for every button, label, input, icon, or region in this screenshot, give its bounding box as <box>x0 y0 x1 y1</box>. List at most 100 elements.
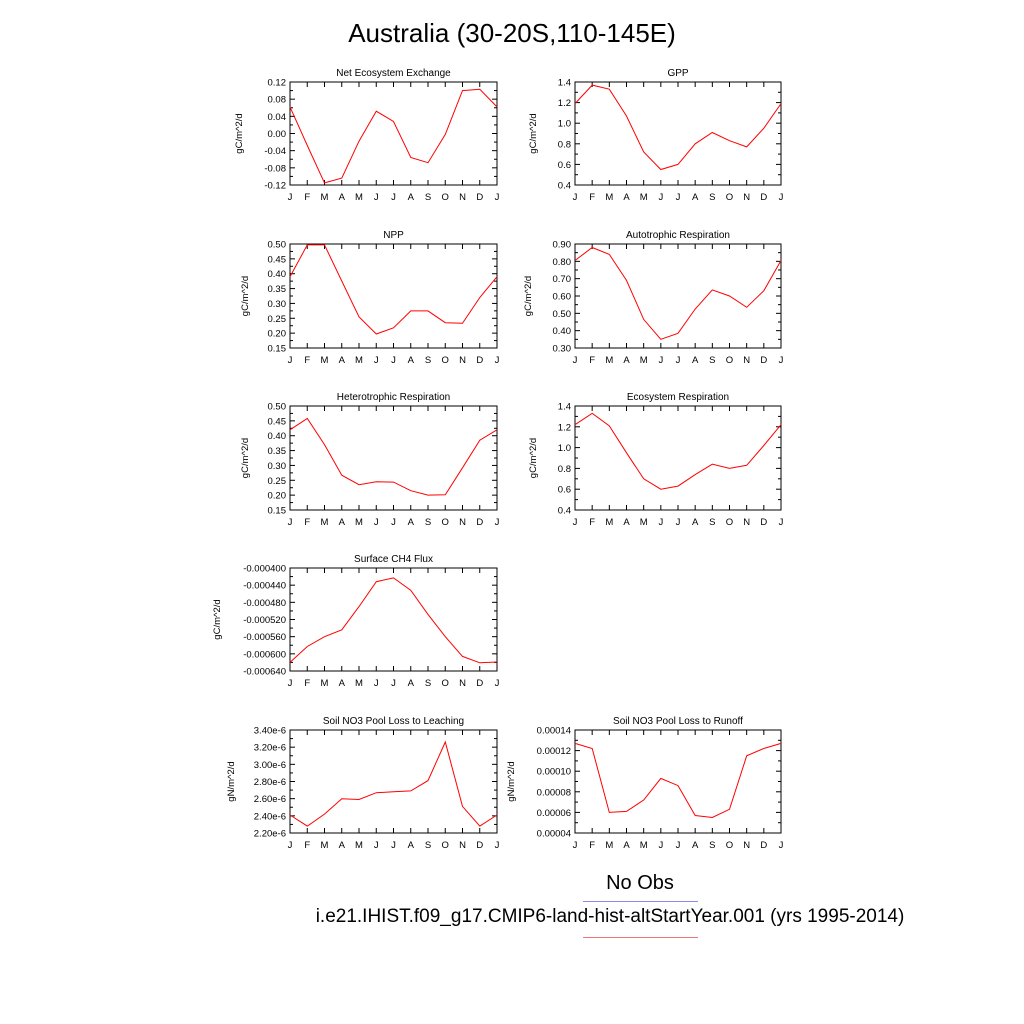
x-tick-label: J <box>573 192 578 203</box>
x-tick-label: M <box>605 192 613 203</box>
x-tick-label: J <box>676 355 681 366</box>
panel-title: Soil NO3 Pool Loss to Runoff <box>613 716 743 727</box>
y-axis-label: gC/m^2/d <box>234 113 245 153</box>
y-tick-label: 0.00012 <box>537 746 571 757</box>
x-tick-label: D <box>476 355 483 366</box>
y-tick-label: 0.25 <box>268 314 287 325</box>
y-tick-label: 3.00e-6 <box>254 760 286 771</box>
panel-title: Soil NO3 Pool Loss to Leaching <box>323 716 464 727</box>
x-tick-label: J <box>676 192 681 203</box>
x-tick-label: D <box>760 517 767 528</box>
panel-title: GPP <box>667 68 688 79</box>
series-line <box>574 742 782 819</box>
plot-frame <box>574 243 782 349</box>
x-tick-label: M <box>605 517 613 528</box>
y-tick-label: 3.20e-6 <box>254 743 286 754</box>
x-tick-label: J <box>495 355 500 366</box>
x-tick-label: J <box>495 192 500 203</box>
y-tick-label: 0.90 <box>553 240 572 251</box>
x-tick-label: M <box>640 355 648 366</box>
y-tick-label: 0.08 <box>268 95 287 106</box>
y-tick-label: 0.35 <box>268 446 287 457</box>
x-tick-label: S <box>425 517 431 528</box>
x-tick-label: F <box>304 192 310 203</box>
y-tick-label: 0.45 <box>268 254 287 265</box>
x-tick-label: F <box>589 192 595 203</box>
x-tick-label: J <box>391 517 396 528</box>
x-tick-label: J <box>374 678 379 689</box>
y-tick-label: 0.20 <box>268 491 287 502</box>
x-tick-label: N <box>743 517 750 528</box>
y-tick-label: 0.12 <box>268 78 287 89</box>
y-tick-label: -0.000520 <box>243 615 286 626</box>
x-tick-label: M <box>640 840 648 851</box>
y-tick-label: -0.04 <box>264 146 286 157</box>
plot-frame <box>574 81 782 186</box>
x-tick-label: O <box>442 517 449 528</box>
x-tick-label: F <box>589 840 595 851</box>
y-tick-label: -0.000440 <box>243 581 286 592</box>
x-tick-label: J <box>779 192 784 203</box>
x-tick-label: A <box>408 355 415 366</box>
x-tick-label: S <box>709 192 715 203</box>
y-tick-label: 0.00 <box>268 129 287 140</box>
x-tick-label: F <box>304 840 310 851</box>
x-tick-label: J <box>288 678 293 689</box>
y-tick-label: -0.000480 <box>243 598 286 609</box>
x-tick-label: J <box>391 678 396 689</box>
x-tick-label: F <box>589 517 595 528</box>
x-tick-label: N <box>459 678 466 689</box>
legend-case-line <box>583 937 698 938</box>
y-tick-label: 2.40e-6 <box>254 811 286 822</box>
x-tick-label: M <box>640 192 648 203</box>
x-tick-label: O <box>726 192 733 203</box>
y-axis-label: gN/m^2/d <box>506 761 517 801</box>
x-tick-label: S <box>425 840 431 851</box>
y-tick-label: 0.00010 <box>537 767 571 778</box>
series-line <box>289 417 498 496</box>
x-tick-label: J <box>658 517 663 528</box>
legend-header: No Obs <box>606 872 674 894</box>
y-tick-label: 0.8 <box>558 139 571 150</box>
x-tick-label: J <box>391 840 396 851</box>
plot-frame <box>289 405 498 511</box>
x-tick-label: O <box>442 678 449 689</box>
x-tick-label: J <box>374 840 379 851</box>
y-tick-label: 0.20 <box>268 329 287 340</box>
x-tick-label: F <box>304 678 310 689</box>
y-tick-label: 1.0 <box>558 119 571 130</box>
plot-frame <box>289 729 498 834</box>
x-tick-label: N <box>459 840 466 851</box>
plot-frame <box>574 729 782 834</box>
x-tick-label: J <box>288 840 293 851</box>
x-tick-label: J <box>573 355 578 366</box>
figure-title: Australia (30-20S,110-145E) <box>348 18 676 48</box>
y-tick-label: 0.15 <box>268 344 287 355</box>
x-tick-label: J <box>573 840 578 851</box>
x-tick-label: D <box>760 192 767 203</box>
x-tick-label: N <box>459 517 466 528</box>
x-tick-label: M <box>605 840 613 851</box>
x-tick-label: J <box>374 192 379 203</box>
y-tick-label: 0.4 <box>558 181 571 192</box>
x-tick-label: J <box>658 192 663 203</box>
x-tick-label: S <box>425 192 431 203</box>
x-tick-label: M <box>355 192 363 203</box>
x-tick-label: J <box>676 840 681 851</box>
x-tick-label: J <box>658 355 663 366</box>
legend-case-label: i.e21.IHIST.f09_g17.CMIP6-land-hist-altS… <box>315 906 905 927</box>
x-tick-label: J <box>391 192 396 203</box>
x-tick-label: A <box>339 678 346 689</box>
x-tick-label: O <box>726 840 733 851</box>
y-tick-label: 0.35 <box>268 284 287 295</box>
x-tick-label: F <box>304 517 310 528</box>
x-tick-label: J <box>495 840 500 851</box>
panel-title: Surface CH4 Flux <box>354 554 433 565</box>
x-tick-label: M <box>355 678 363 689</box>
